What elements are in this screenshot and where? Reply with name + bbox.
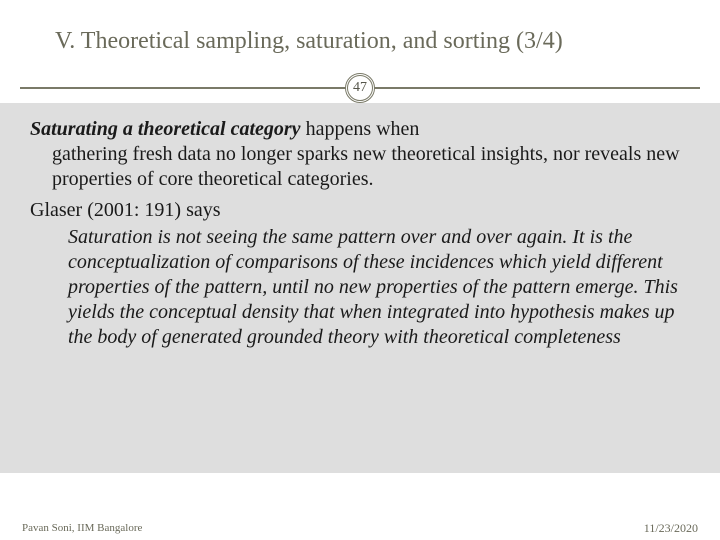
paragraph-saturation-def: Saturating a theoretical category happen… <box>30 117 690 192</box>
para1-first-line: happens when <box>301 118 420 140</box>
footer-date: 11/23/2020 <box>644 521 698 536</box>
para1-rest: gathering fresh data no longer sparks ne… <box>30 142 690 192</box>
content-area: Saturating a theoretical category happen… <box>0 103 720 473</box>
divider: 47 <box>0 73 720 103</box>
page-number: 47 <box>353 80 367 96</box>
page-number-badge: 47 <box>345 73 375 103</box>
block-quote: Saturation is not seeing the same patter… <box>30 225 690 350</box>
slide: V. Theoretical sampling, saturation, and… <box>0 0 720 540</box>
paragraph-citation: Glaser (2001: 191) says <box>30 198 690 223</box>
lead-phrase: Saturating a theoretical category <box>30 118 301 140</box>
slide-title: V. Theoretical sampling, saturation, and… <box>55 28 680 55</box>
footer-author: Pavan Soni, IIM Bangalore <box>22 522 142 534</box>
title-area: V. Theoretical sampling, saturation, and… <box>0 0 720 67</box>
footer: Pavan Soni, IIM Bangalore 11/23/2020 <box>0 516 720 540</box>
